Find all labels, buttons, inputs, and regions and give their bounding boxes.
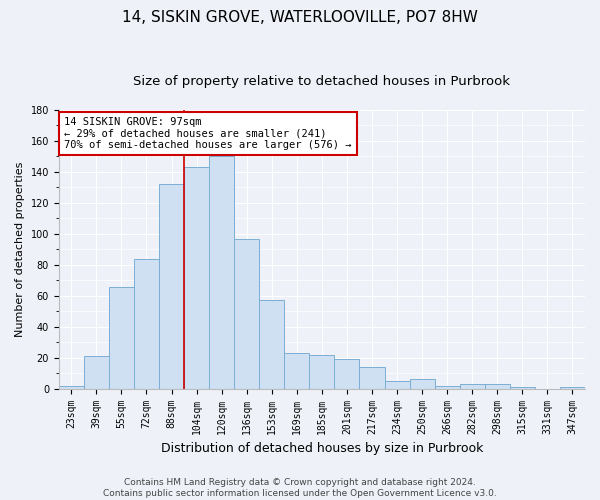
Text: 14 SISKIN GROVE: 97sqm
← 29% of detached houses are smaller (241)
70% of semi-de: 14 SISKIN GROVE: 97sqm ← 29% of detached… [64, 117, 352, 150]
Bar [460, 384, 485, 388]
Bar [485, 384, 510, 388]
Bar [184, 168, 209, 388]
Bar [560, 387, 585, 388]
Bar [59, 386, 84, 388]
Bar [209, 156, 234, 388]
Bar [334, 360, 359, 388]
Text: Contains HM Land Registry data © Crown copyright and database right 2024.
Contai: Contains HM Land Registry data © Crown c… [103, 478, 497, 498]
Bar [310, 354, 334, 388]
Bar [385, 381, 410, 388]
Bar [109, 286, 134, 388]
Bar [359, 367, 385, 388]
Bar [84, 356, 109, 388]
Title: Size of property relative to detached houses in Purbrook: Size of property relative to detached ho… [133, 75, 511, 88]
Bar [284, 353, 310, 388]
Text: 14, SISKIN GROVE, WATERLOOVILLE, PO7 8HW: 14, SISKIN GROVE, WATERLOOVILLE, PO7 8HW [122, 10, 478, 25]
Bar [234, 238, 259, 388]
Bar [259, 300, 284, 388]
Bar [410, 380, 434, 388]
Y-axis label: Number of detached properties: Number of detached properties [15, 162, 25, 337]
Bar [510, 387, 535, 388]
Bar [159, 184, 184, 388]
X-axis label: Distribution of detached houses by size in Purbrook: Distribution of detached houses by size … [161, 442, 483, 455]
Bar [134, 258, 159, 388]
Bar [434, 386, 460, 388]
